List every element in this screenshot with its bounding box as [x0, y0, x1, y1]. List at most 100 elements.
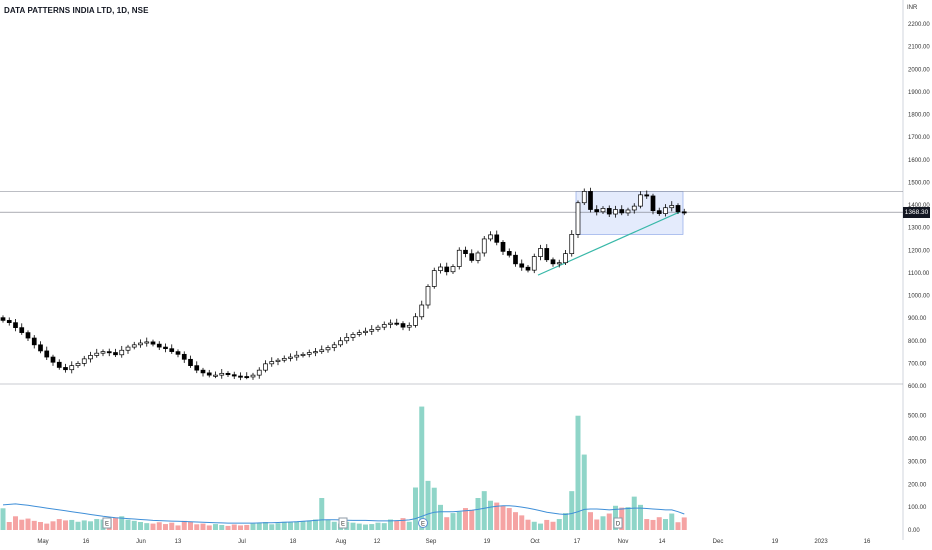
volume-bar: [413, 487, 418, 530]
candle-body: [656, 210, 662, 214]
volume-bar: [381, 523, 387, 530]
volume-bar: [269, 524, 275, 530]
candle-body: [456, 249, 462, 267]
candle-body: [194, 365, 200, 371]
volume-bar: [313, 519, 318, 530]
candle-body: [113, 352, 118, 356]
volume-bar: [519, 515, 525, 530]
volume-bar: [56, 519, 62, 530]
volume-bar: [319, 498, 325, 530]
volume-bar: [194, 524, 200, 530]
candle-body: [63, 367, 68, 371]
candle-body: [338, 340, 343, 346]
volume-bar: [81, 520, 87, 530]
volume-bar: [69, 519, 75, 530]
time-tick-label: May: [37, 539, 48, 545]
candle-body: [525, 266, 531, 271]
price-tick-label: 900.00: [908, 316, 927, 322]
price-tick-label: 800.00: [908, 339, 927, 345]
candle-body: [88, 355, 93, 360]
candle-body: [394, 322, 400, 325]
candle-body: [288, 356, 293, 359]
volume-bar: [369, 524, 375, 530]
candle-body: [19, 327, 25, 333]
volume-bar: [119, 516, 125, 530]
candle-body: [331, 344, 337, 348]
time-tick-label: Dec: [713, 539, 724, 545]
candle-body: [444, 266, 450, 273]
volume-bar: [388, 519, 393, 530]
candle-body: [494, 234, 500, 243]
candle-body: [594, 209, 600, 213]
candle-body: [438, 266, 443, 271]
volume-bar: [263, 522, 268, 530]
candle-body: [325, 347, 331, 351]
candle-body: [181, 353, 187, 360]
candle-body: [538, 248, 543, 257]
time-tick-label: 2023: [814, 539, 828, 545]
volume-bar: [213, 524, 218, 530]
time-tick-label: Jul: [238, 539, 246, 545]
volume-bar: [400, 518, 406, 530]
candle-body: [356, 332, 362, 335]
volume-bar: [125, 519, 131, 530]
candle-body: [550, 259, 556, 265]
volume-bar: [6, 522, 12, 530]
candle-body: [256, 369, 262, 376]
candle-body: [475, 252, 481, 261]
volume-bar: [0, 508, 6, 530]
volume-tick-label: 100.00: [908, 505, 927, 511]
volume-bar: [463, 508, 468, 530]
candle-body: [200, 369, 206, 374]
volume-bar: [175, 525, 181, 530]
candle-body: [350, 334, 356, 338]
volume-bar: [31, 520, 37, 530]
price-tick-label: 1600.00: [908, 158, 930, 164]
volume-bar: [625, 507, 631, 530]
candle-body: [544, 248, 550, 261]
price-tick-label: 700.00: [908, 361, 927, 367]
currency-label: INR: [907, 5, 918, 11]
candle-body: [600, 208, 606, 213]
dividend-marker: [418, 518, 428, 528]
last-price-tag: 1368.30: [903, 207, 930, 218]
candle-body: [281, 358, 287, 361]
candle-body: [319, 349, 325, 352]
candle-body: [431, 270, 437, 287]
volume-bar: [288, 522, 293, 530]
candle-body: [213, 374, 218, 377]
price-tick-label: 2100.00: [908, 45, 930, 51]
price-tick-label: 1300.00: [908, 226, 930, 232]
candle-body: [506, 251, 512, 256]
price-tick-label: 600.00: [908, 384, 927, 390]
candle-body: [231, 374, 237, 377]
volume-bar: [38, 522, 43, 530]
volume-bar: [281, 521, 287, 530]
candle-body: [619, 209, 625, 214]
candle-body: [644, 194, 650, 197]
candle-body: [488, 234, 493, 240]
candle-body: [344, 337, 350, 342]
volume-bar: [450, 513, 456, 530]
candle-body: [650, 195, 656, 212]
candle-body: [613, 209, 618, 215]
candle-body: [500, 241, 506, 252]
volume-bar: [94, 519, 100, 530]
candle-body: [275, 359, 281, 362]
candle-body: [13, 322, 18, 328]
volume-bar: [444, 517, 450, 530]
candle-body: [313, 351, 318, 354]
volume-bar: [144, 523, 150, 530]
candle-body: [250, 374, 256, 378]
volume-bar: [650, 519, 656, 530]
volume-bar: [294, 521, 300, 530]
volume-bar: [363, 524, 368, 530]
candle-body: [625, 209, 631, 214]
candle-body: [463, 249, 468, 254]
volume-bar: [656, 517, 662, 530]
candle-body: [81, 358, 87, 364]
volume-bar: [600, 516, 606, 530]
price-tick-label: 1400.00: [908, 203, 930, 209]
candle-body: [638, 194, 643, 207]
